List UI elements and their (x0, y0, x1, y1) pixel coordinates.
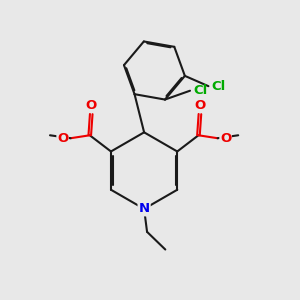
Text: Cl: Cl (212, 80, 226, 93)
Text: O: O (85, 99, 97, 112)
Text: O: O (57, 132, 68, 145)
Text: O: O (220, 132, 231, 145)
Text: O: O (194, 99, 206, 112)
Text: Cl: Cl (193, 84, 207, 97)
Text: N: N (139, 202, 150, 215)
